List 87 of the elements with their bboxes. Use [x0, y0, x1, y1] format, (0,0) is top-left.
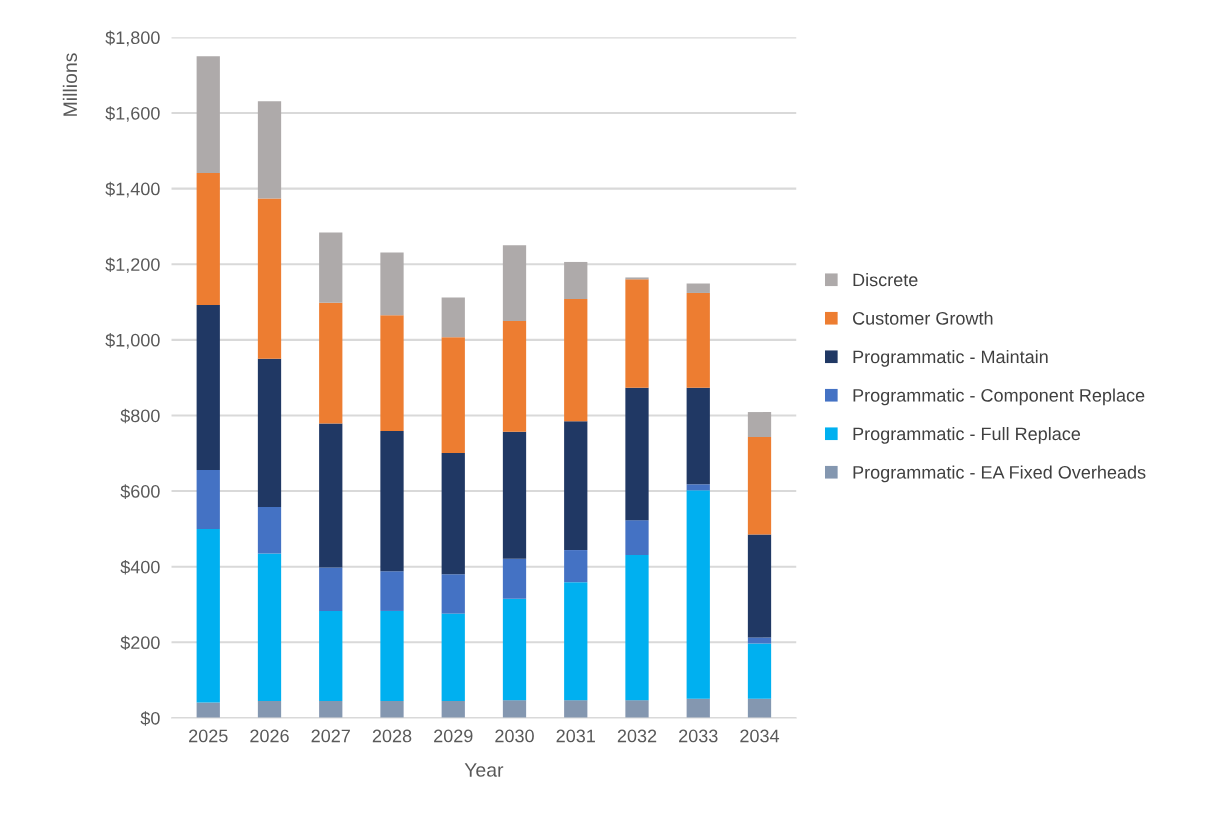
bar: [319, 567, 343, 611]
bar: [319, 302, 343, 424]
bar: [196, 528, 220, 703]
bar: [564, 550, 588, 583]
y-tick-label: $400: [120, 559, 160, 575]
bar: [686, 484, 710, 491]
bar: [441, 613, 465, 701]
bar: [257, 101, 282, 199]
bar: [319, 610, 343, 701]
bar: [441, 574, 465, 614]
x-tick-label: 2029: [434, 729, 473, 743]
bar: [564, 421, 588, 551]
bar: [196, 469, 220, 529]
bar: [747, 698, 772, 718]
y-tick-label: $600: [120, 484, 160, 499]
legend-label: Programmatic - Full Replace: [853, 426, 1081, 444]
bar: [625, 554, 649, 701]
x-tick-label: 2032: [617, 729, 657, 743]
bar: [380, 252, 404, 316]
bar: [686, 490, 710, 699]
bar: [257, 358, 282, 507]
bar: [196, 702, 220, 718]
bar: [257, 553, 282, 701]
bar: [441, 700, 465, 718]
y-tick-label: $1,400: [105, 181, 160, 198]
bar: [441, 452, 465, 575]
x-tick-label: 2033: [679, 729, 718, 743]
bar: [747, 637, 772, 644]
bar: [196, 305, 220, 470]
bar: [747, 534, 772, 638]
bar: [196, 56, 220, 174]
bar: [747, 412, 772, 438]
bar: [319, 232, 343, 303]
bar: [502, 598, 527, 701]
bar: [380, 430, 404, 572]
x-tick-label: 2028: [372, 729, 412, 743]
y-tick-label: $1,600: [105, 106, 160, 122]
y-tick-label: $1,200: [105, 257, 160, 274]
y-axis-title: Millions: [62, 53, 78, 116]
bar: [441, 297, 465, 338]
x-tick-label: 2034: [740, 729, 780, 743]
bar: [625, 387, 649, 521]
bar: [747, 437, 772, 535]
y-tick-label: $1,000: [105, 333, 160, 349]
bar: [257, 700, 282, 718]
bar: [564, 700, 588, 718]
bar: [564, 299, 588, 422]
bar: [441, 337, 465, 453]
bar: [502, 700, 527, 718]
bar: [625, 520, 649, 555]
y-tick-label: $1,800: [105, 30, 160, 47]
bar: [686, 292, 710, 388]
legend-label: Programmatic - EA Fixed Overheads: [853, 465, 1146, 483]
y-tick-label: $800: [120, 408, 160, 424]
bar: [502, 320, 527, 432]
x-tick-label: 2031: [556, 729, 595, 743]
bar: [686, 698, 710, 718]
bar: [319, 423, 343, 568]
x-axis-title: Year: [464, 763, 504, 777]
bar: [257, 506, 282, 554]
bar: [747, 643, 772, 699]
bar: [686, 387, 710, 485]
x-tick-label: 2026: [250, 729, 289, 743]
bar: [380, 700, 404, 718]
x-tick-label: 2030: [495, 729, 534, 743]
y-tick-label: $200: [120, 635, 160, 651]
bar: [502, 431, 527, 559]
bar: [564, 582, 588, 701]
legend-label: Programmatic - Component Replace: [853, 388, 1145, 406]
y-tick-label: $0: [140, 711, 160, 726]
x-tick-label: 2025: [189, 729, 228, 743]
bar: [502, 245, 527, 321]
bar: [196, 173, 220, 306]
bar: [564, 261, 588, 299]
bar: [380, 571, 404, 611]
legend-label: Programmatic - Maintain: [853, 349, 1048, 367]
x-tick-label: 2027: [311, 729, 350, 743]
bar: [686, 283, 710, 293]
bar: [625, 279, 649, 388]
bar: [380, 315, 404, 431]
legend-label: Discrete: [853, 272, 918, 287]
bar: [625, 700, 649, 718]
legend-label: Customer Growth: [853, 311, 993, 325]
bar: [319, 700, 343, 718]
bar: [257, 198, 282, 359]
bar: [502, 558, 527, 599]
bar: [380, 610, 404, 701]
